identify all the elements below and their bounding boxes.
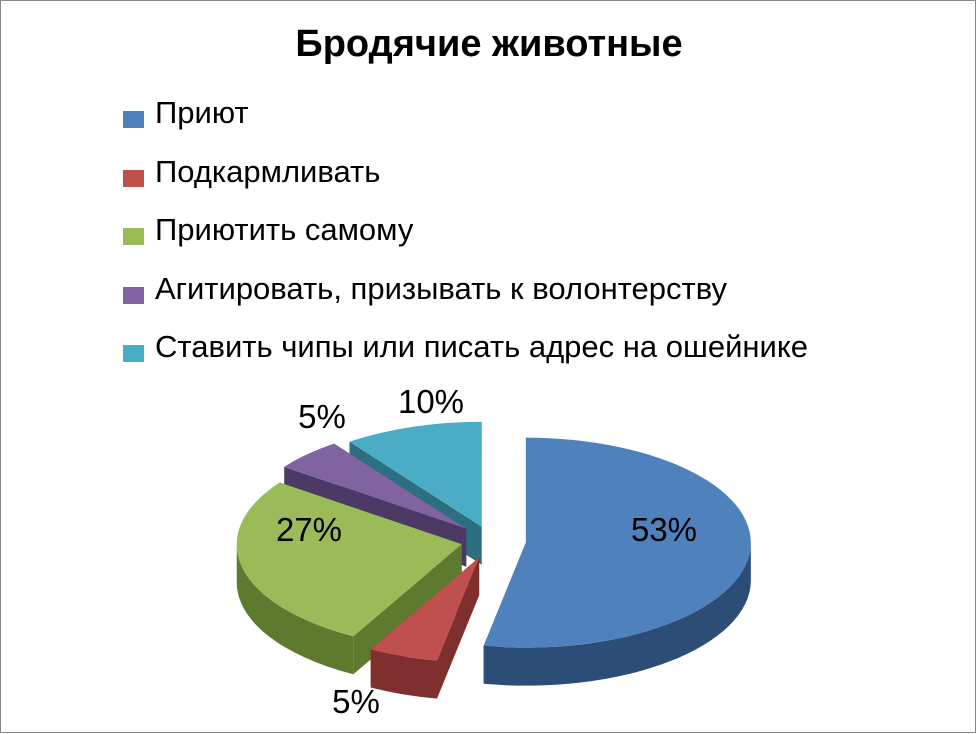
legend-swatch [123, 286, 144, 304]
pie-slice-podkarmlivat [370, 557, 480, 661]
data-label-priyutit: 27% [276, 511, 342, 548]
pie-slice-priyutit [236, 482, 462, 637]
data-label-agitirovat: 5% [298, 398, 346, 435]
data-label-podkarmlivat: 5% [332, 683, 380, 720]
legend-label: Ставить чипы или писать адрес на ошейник… [155, 329, 808, 364]
legend-swatch [123, 228, 144, 245]
data-label-priyut: 53% [631, 511, 697, 548]
data-label-chipy: 10% [398, 383, 464, 420]
legend-label: Агитировать, призывать к волонтерству [155, 270, 728, 306]
legend-label: Подкармливать [155, 153, 381, 189]
chart-title: Бродячие животные [295, 23, 683, 65]
legend-swatch [123, 169, 144, 187]
pie-slice-agitirovat [284, 443, 467, 529]
legend-label: Приют [155, 95, 249, 130]
legend-label: Приютить самому [155, 212, 414, 247]
pie-slice-chipy [349, 421, 482, 527]
legend-swatch [123, 111, 144, 128]
pie-slice-priyut [483, 437, 751, 648]
legend-swatch [123, 345, 144, 362]
